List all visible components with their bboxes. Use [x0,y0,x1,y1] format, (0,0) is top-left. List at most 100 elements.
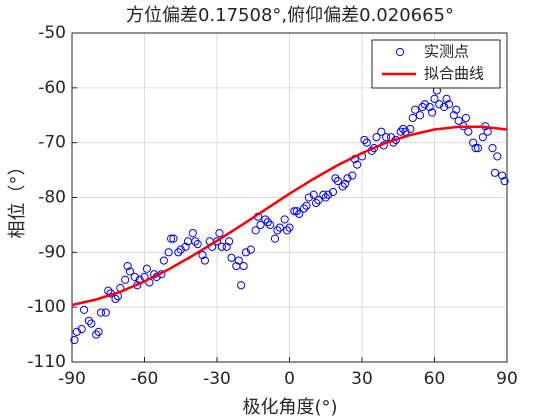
data-point [101,308,110,317]
data-point [311,198,321,208]
y-tick-label: -70 [38,133,66,153]
data-point [314,196,323,205]
data-point [488,144,497,153]
fit-line [71,125,508,307]
y-tick-label: -60 [38,78,66,98]
data-point [270,234,280,243]
data-point [427,108,437,117]
data-point [123,261,132,271]
data-point [285,223,294,232]
y-axis-label: 相位（°） [7,158,28,239]
data-point [241,248,251,257]
data-point [382,133,391,142]
data-point [94,327,103,336]
data-point [104,286,113,295]
data-point [237,281,246,290]
data-point [498,171,507,180]
data-point [372,133,381,142]
data-point [70,335,79,345]
data-point [435,100,444,109]
data-point [377,127,386,136]
x-tick-label: -60 [131,369,159,389]
data-point [302,201,311,210]
data-point [478,133,487,142]
data-point [471,144,480,153]
data-point [191,237,200,246]
data-point [246,245,255,254]
plot-frame [71,32,508,363]
x-tick-label: 60 [424,369,446,389]
data-point [324,190,333,199]
data-point [299,204,309,213]
data-point [234,256,243,265]
data-point [338,182,347,191]
data-point [464,127,473,136]
data-point [77,325,86,334]
data-point [295,209,304,219]
data-point [290,207,299,216]
data-point [96,308,106,317]
data-point [319,190,328,199]
legend-label: 拟合曲线 [424,65,484,83]
legend-box [371,39,501,89]
data-point [348,171,357,180]
data-point [84,316,94,325]
data-point [263,218,272,227]
data-point [251,226,260,235]
y-tick-label: -100 [27,297,66,317]
legend-marker [395,47,405,57]
data-point [92,330,101,339]
x-tick-label: 90 [496,369,518,389]
legend-label: 实测点 [424,43,469,61]
data-point [227,253,236,262]
data-point [169,234,178,243]
data-point [292,207,301,216]
data-point [309,190,318,199]
x-tick-label: 0 [284,369,295,389]
x-tick-label: 30 [351,369,373,389]
data-point [212,237,222,246]
data-point [176,245,185,254]
data-point [452,105,461,114]
data-point [415,111,425,120]
data-point [473,144,483,153]
data-point [275,223,284,232]
x-axis-label: 极化角度(°) [242,397,337,418]
data-point [121,275,130,284]
data-point [282,226,292,235]
data-point [200,256,210,265]
data-point [224,237,234,246]
data-point [111,294,120,304]
data-point [304,193,313,202]
data-point [87,319,96,328]
data-point [215,229,224,238]
data-point [493,152,502,161]
y-tick-label: -50 [38,23,66,43]
y-tick-label: -80 [38,188,66,208]
data-point [353,160,362,169]
data-point [130,272,139,282]
data-point [360,135,369,145]
data-point [430,94,439,103]
y-tick-label: -90 [38,242,66,262]
data-point [425,102,434,112]
data-point [79,305,89,315]
data-point [159,256,168,265]
data-point [125,267,135,276]
data-point [362,138,371,147]
data-point [454,116,463,125]
data-point [343,174,352,183]
data-point [198,250,207,260]
data-point [396,127,405,136]
data-point [442,94,451,103]
data-point [222,242,231,251]
chart-title: 方位偏差0.17508°,俯仰偏差0.020665° [126,5,454,26]
data-point [420,100,429,109]
data-point [261,215,270,224]
data-point [321,193,330,202]
data-point [239,261,248,271]
data-point [411,105,420,114]
x-tick-label: -30 [203,369,231,389]
data-point [331,174,340,183]
data-point [72,327,81,336]
